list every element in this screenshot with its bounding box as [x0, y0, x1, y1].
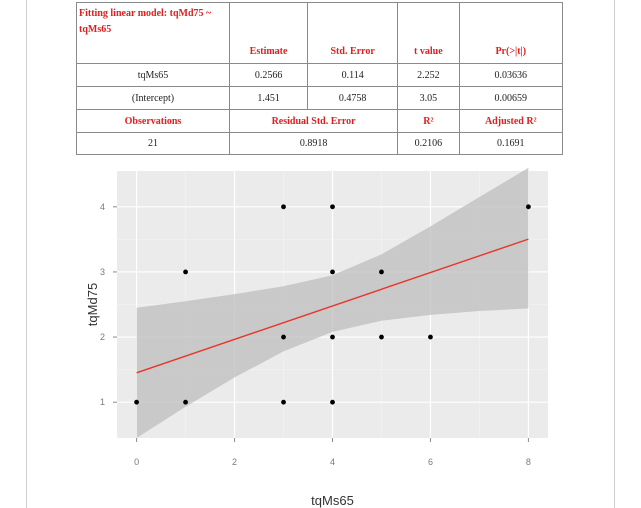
header-observations: Observations: [76, 109, 230, 133]
summary-value-row: 21 0.8918 0.2106 0.1691: [76, 132, 564, 155]
data-point: [134, 399, 139, 405]
x-axis-ticks: 0 2 4 6 8: [134, 438, 531, 467]
y-axis-title: tqMd75: [85, 283, 100, 326]
data-point: [281, 399, 286, 405]
adjusted-r2-value: 0.1691: [458, 132, 564, 155]
header-estimate: Estimate: [228, 2, 309, 64]
y-tick-label: 3: [100, 267, 105, 277]
x-axis-title: tqMs65: [311, 493, 354, 508]
table-title: Fitting linear model: tqMd75 ~ tqMs65: [76, 2, 230, 64]
table-row: (Intercept) 1.451 0.4758 3.05 0.00659: [76, 86, 564, 110]
row-estimate: 1.451: [228, 86, 309, 110]
header-t-value: t value: [397, 2, 460, 64]
row-std-error: 0.114: [307, 63, 399, 87]
data-point: [379, 269, 384, 275]
header-p-value: Pr(>|t|): [458, 2, 564, 64]
row-t-value: 3.05: [397, 86, 460, 110]
y-axis-ticks: 1 2 3 4: [100, 202, 117, 407]
table-row: tqMs65 0.2566 0.114 2.252 0.03636: [76, 63, 564, 87]
y-tick-label: 2: [100, 332, 105, 342]
data-point: [330, 334, 335, 340]
x-tick-label: 8: [526, 457, 531, 467]
x-tick-label: 0: [134, 457, 139, 467]
row-p-value: 0.03636: [458, 63, 564, 87]
header-residual-se: Residual Std. Error: [228, 109, 399, 133]
regression-line: [136, 238, 529, 374]
row-std-error: 0.4758: [307, 86, 399, 110]
header-adjusted-r2: Adjusted R²: [458, 109, 564, 133]
header-r2: R²: [397, 109, 460, 133]
data-point: [330, 399, 335, 405]
data-point: [281, 334, 286, 340]
figure-frame: [26, 0, 615, 508]
y-tick-label: 1: [100, 397, 105, 407]
data-point: [281, 204, 286, 210]
confidence-band: [136, 167, 529, 438]
x-tick-label: 6: [428, 457, 433, 467]
table-header-row: Fitting linear model: tqMd75 ~ tqMs65 Es…: [76, 2, 564, 64]
r2-value: 0.2106: [397, 132, 460, 155]
data-point: [428, 334, 433, 340]
row-term: (Intercept): [76, 86, 230, 110]
x-tick-label: 2: [232, 457, 237, 467]
regression-table: Fitting linear model: tqMd75 ~ tqMs65 Es…: [76, 2, 564, 155]
row-term: tqMs65: [76, 63, 230, 87]
data-point: [526, 204, 531, 210]
data-point: [183, 269, 188, 275]
x-tick-label: 4: [330, 457, 335, 467]
observations-value: 21: [76, 132, 230, 155]
data-point: [330, 269, 335, 275]
data-point: [183, 399, 188, 405]
row-estimate: 0.2566: [228, 63, 309, 87]
data-point: [379, 334, 384, 340]
data-point: [330, 204, 335, 210]
summary-header-row: Observations Residual Std. Error R² Adju…: [76, 109, 564, 133]
row-p-value: 0.00659: [458, 86, 564, 110]
data-points: [134, 204, 531, 405]
y-tick-label: 4: [100, 202, 105, 212]
